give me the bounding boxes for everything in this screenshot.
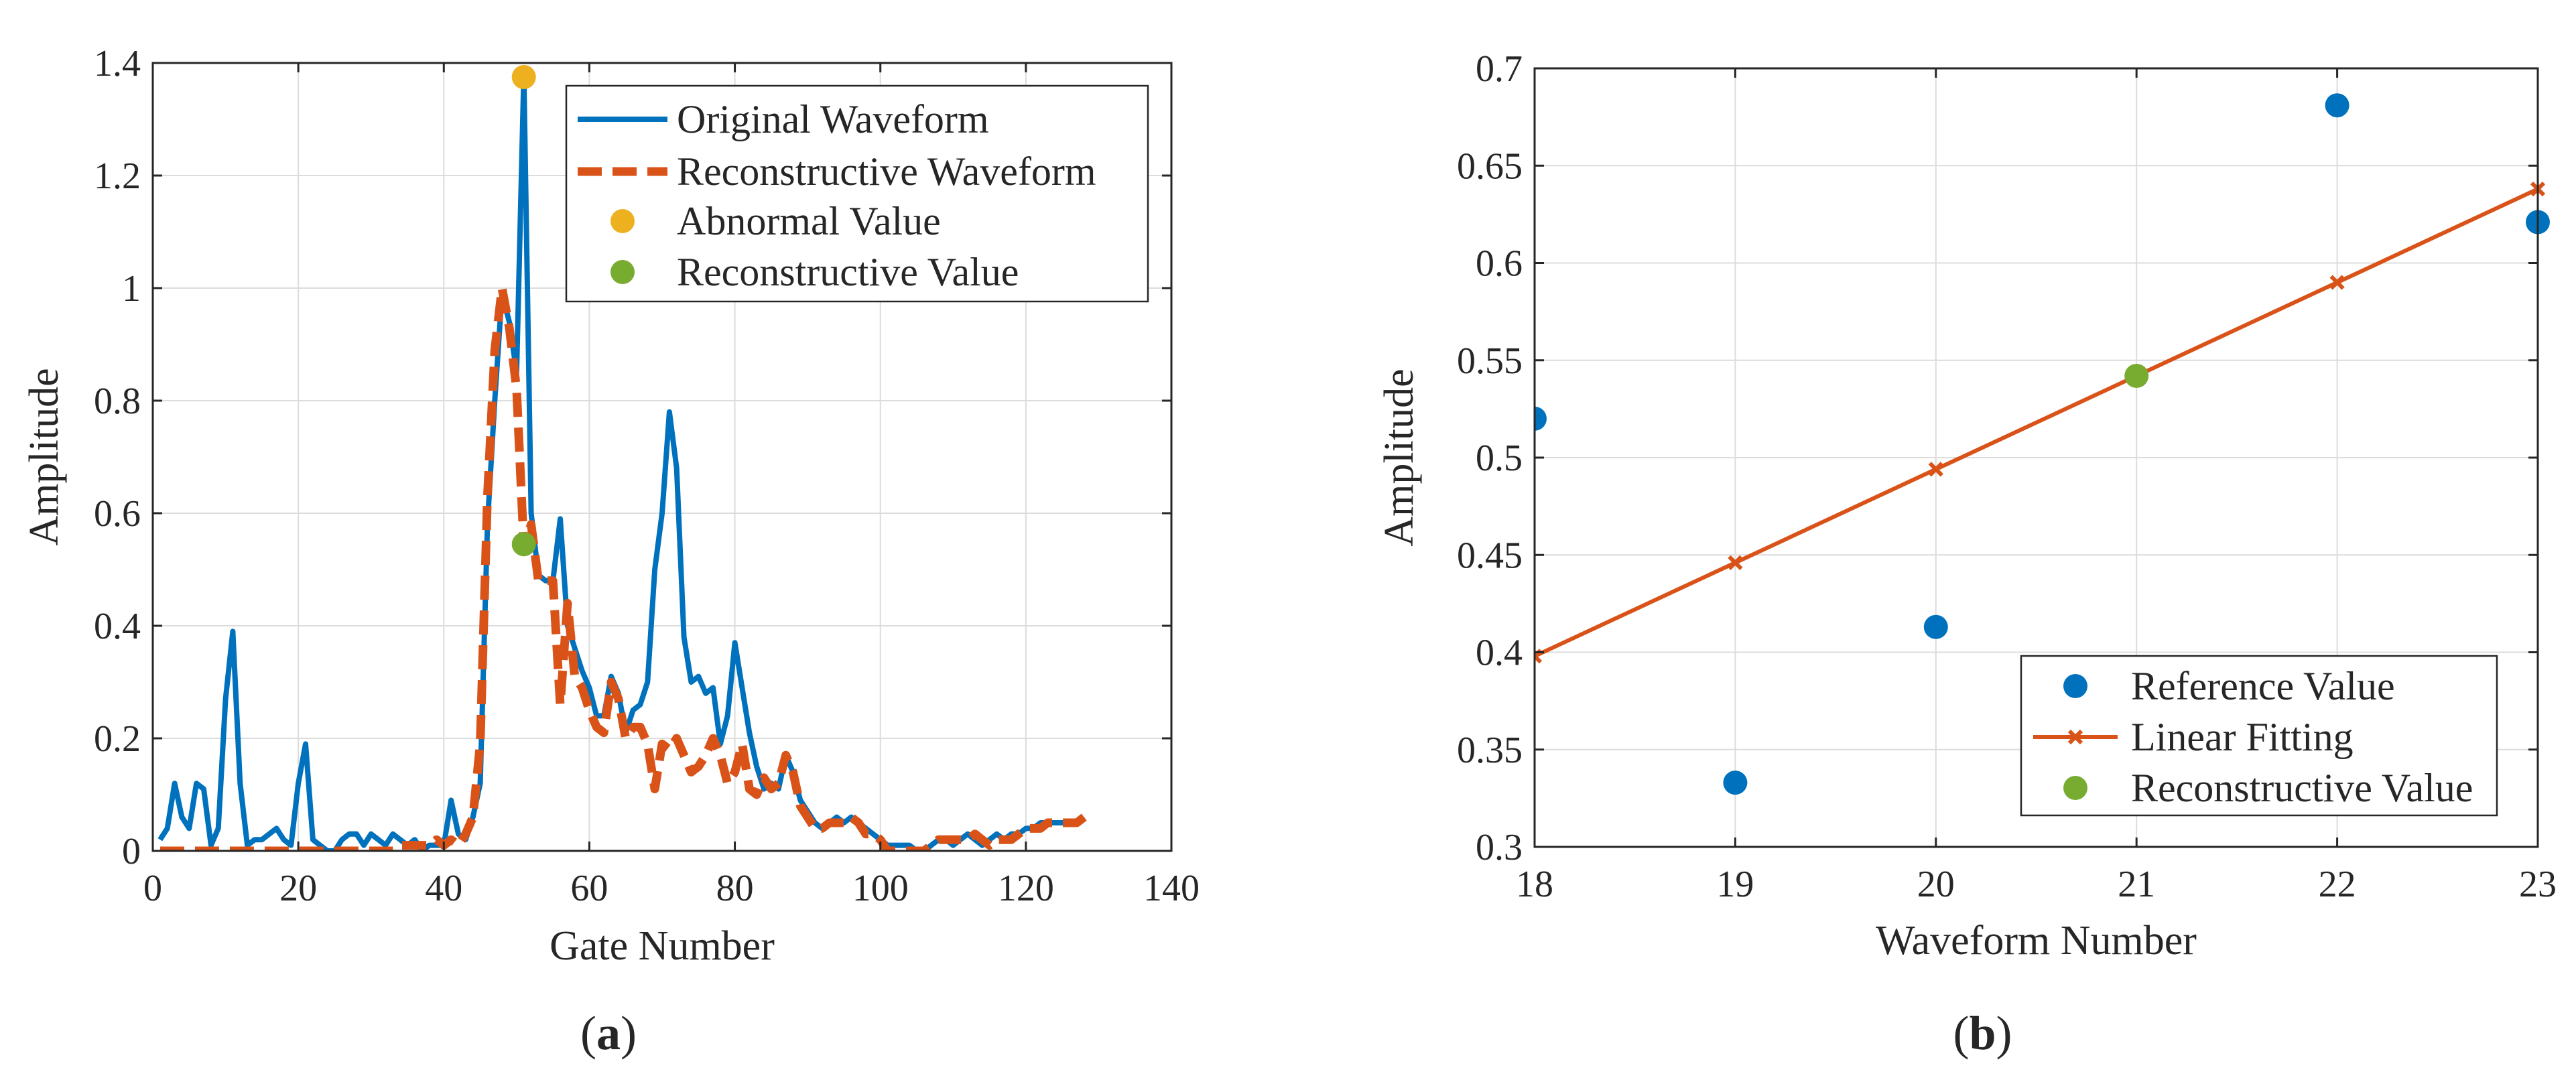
y-axis-label: Amplitude	[1376, 368, 1422, 546]
point-reconstructive-value	[511, 532, 536, 557]
y-tick-label: 0.6	[94, 493, 141, 535]
x-tick-label: 0	[143, 868, 162, 909]
legend-label: Reconstructive Waveform	[677, 149, 1096, 194]
panel-label-close: )	[1996, 1006, 2012, 1060]
data-point-reference-value	[1723, 770, 1748, 795]
x-tick-label: 60	[570, 868, 608, 909]
panel-label-open: (	[1953, 1006, 1969, 1060]
y-tick-label: 0.4	[1476, 632, 1523, 674]
panel-label-open: (	[580, 1006, 596, 1060]
panel-label-b: (b)	[1953, 1006, 2012, 1060]
panel-label-letter: b	[1969, 1006, 1996, 1060]
fit-point-marker	[1728, 555, 1743, 570]
y-tick-label: 0.5	[1476, 438, 1523, 479]
legend-item: Abnormal Value	[610, 199, 941, 243]
x-tick-label: 40	[425, 868, 462, 909]
legend-swatch-marker	[2063, 776, 2087, 800]
data-layer-a	[157, 65, 1087, 851]
y-tick-label: 0.3	[1476, 827, 1523, 868]
legend-label: Reconstructive Value	[677, 250, 1019, 294]
y-tick-label: 0.4	[94, 606, 141, 647]
panel-label-close: )	[621, 1006, 637, 1060]
legend-label: Reconstructive Value	[2131, 766, 2473, 810]
legend-item: Reference Value	[2063, 664, 2395, 708]
panel-a-chart: 0 20 40 60 80 100 120 140 0 0.2 0.4 0.6 0.8 1 1.2 1.4 Ga…	[21, 43, 1200, 1060]
legend-label: Reference Value	[2131, 664, 2395, 708]
y-tick-label: 0.55	[1457, 340, 1523, 382]
legend-item: Reconstructive Value	[610, 250, 1019, 294]
series-line-linear-fitting	[1535, 187, 2539, 659]
legend-swatch-marker	[610, 260, 635, 284]
x-tick-label: 21	[2118, 864, 2155, 905]
data-point-reference-value	[1535, 406, 1547, 431]
panel-label-letter: a	[596, 1006, 621, 1060]
x-tick-label: 100	[852, 868, 909, 909]
x-tick-label: 23	[2519, 864, 2557, 905]
y-tick-label: 0.35	[1457, 730, 1523, 771]
legend-swatch-marker	[2063, 674, 2087, 698]
x-tick-label: 140	[1143, 868, 1200, 909]
y-tick-label: 1.4	[94, 43, 141, 84]
legend-label: Abnormal Value	[677, 199, 941, 243]
fit-point-marker	[1928, 462, 1943, 477]
y-axis-label: Amplitude	[21, 368, 67, 545]
x-tick-label: 20	[279, 868, 317, 909]
y-tick-label: 1.2	[94, 155, 141, 197]
legend-label: Original Waveform	[677, 97, 989, 141]
x-axis-label: Waveform Number	[1876, 918, 2197, 963]
y-tick-label: 0.65	[1457, 145, 1523, 187]
y-tick-label: 0.2	[94, 718, 141, 760]
data-point-reconstructive-value	[2124, 363, 2149, 388]
y-tick-label: 0.8	[94, 381, 141, 422]
data-layer-b	[1535, 93, 2550, 795]
y-tick-label: 0	[122, 831, 141, 872]
y-tick-label: 0.45	[1457, 535, 1523, 576]
legend-b: Reference Value Linear Fitting Reconstruct…	[2020, 655, 2498, 817]
y-tick-label: 0.7	[1476, 48, 1523, 90]
x-tick-label: 18	[1516, 864, 1553, 905]
legend-a: Original Waveform Reconstructive Waveform…	[565, 84, 1149, 303]
data-point-reference-value	[1923, 614, 1948, 639]
legend-label: Linear Fitting	[2131, 715, 2354, 759]
x-tick-label: 20	[1917, 864, 1955, 905]
fit-point-marker	[2329, 275, 2345, 290]
series-line-reconstructive-waveform	[159, 283, 1087, 851]
y-tick-label: 1	[122, 268, 141, 310]
legend-swatch-x	[2067, 729, 2083, 745]
legend-item: Reconstructive Value	[2063, 766, 2473, 810]
legend-item: Original Waveform	[578, 97, 989, 141]
data-point-reference-value	[2325, 93, 2349, 118]
panel-label-a: (a)	[580, 1006, 637, 1060]
axes-frame-a	[151, 62, 1173, 852]
y-tick-label: 0.6	[1476, 243, 1523, 285]
x-tick-label: 80	[716, 868, 754, 909]
point-abnormal-value	[511, 65, 536, 89]
x-tick-label: 120	[998, 868, 1054, 909]
x-axis-label: Gate Number	[550, 923, 775, 969]
legend-swatch-marker	[610, 209, 635, 233]
x-tick-label: 19	[1716, 864, 1754, 905]
x-tick-label: 22	[2319, 864, 2356, 905]
panel-b-chart: 18 19 20 21 22 23 0.3 0.35 0.4 0.45 0.5 0.55 0.6 0.65…	[1376, 48, 2557, 1060]
legend-item: Linear Fitting	[2033, 715, 2354, 759]
legend-item: Reconstructive Waveform	[578, 149, 1096, 194]
